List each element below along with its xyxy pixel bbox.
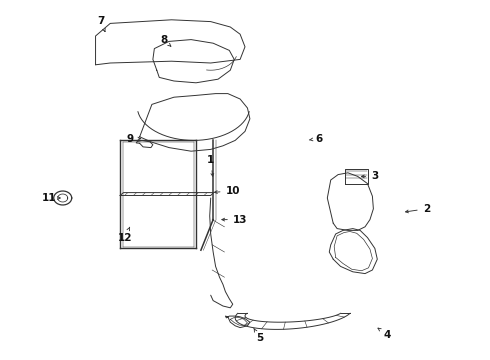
Text: 11: 11	[42, 193, 60, 203]
Text: 10: 10	[215, 186, 240, 196]
Text: 3: 3	[362, 171, 378, 181]
Text: 8: 8	[161, 35, 171, 46]
Text: 13: 13	[222, 215, 247, 225]
Text: 9: 9	[126, 134, 141, 144]
Text: 5: 5	[254, 328, 263, 343]
Text: 1: 1	[207, 155, 214, 176]
Text: 6: 6	[309, 134, 322, 144]
Text: 12: 12	[118, 227, 132, 243]
Text: 7: 7	[97, 16, 105, 32]
Text: 4: 4	[378, 328, 391, 340]
Text: 2: 2	[406, 204, 430, 214]
